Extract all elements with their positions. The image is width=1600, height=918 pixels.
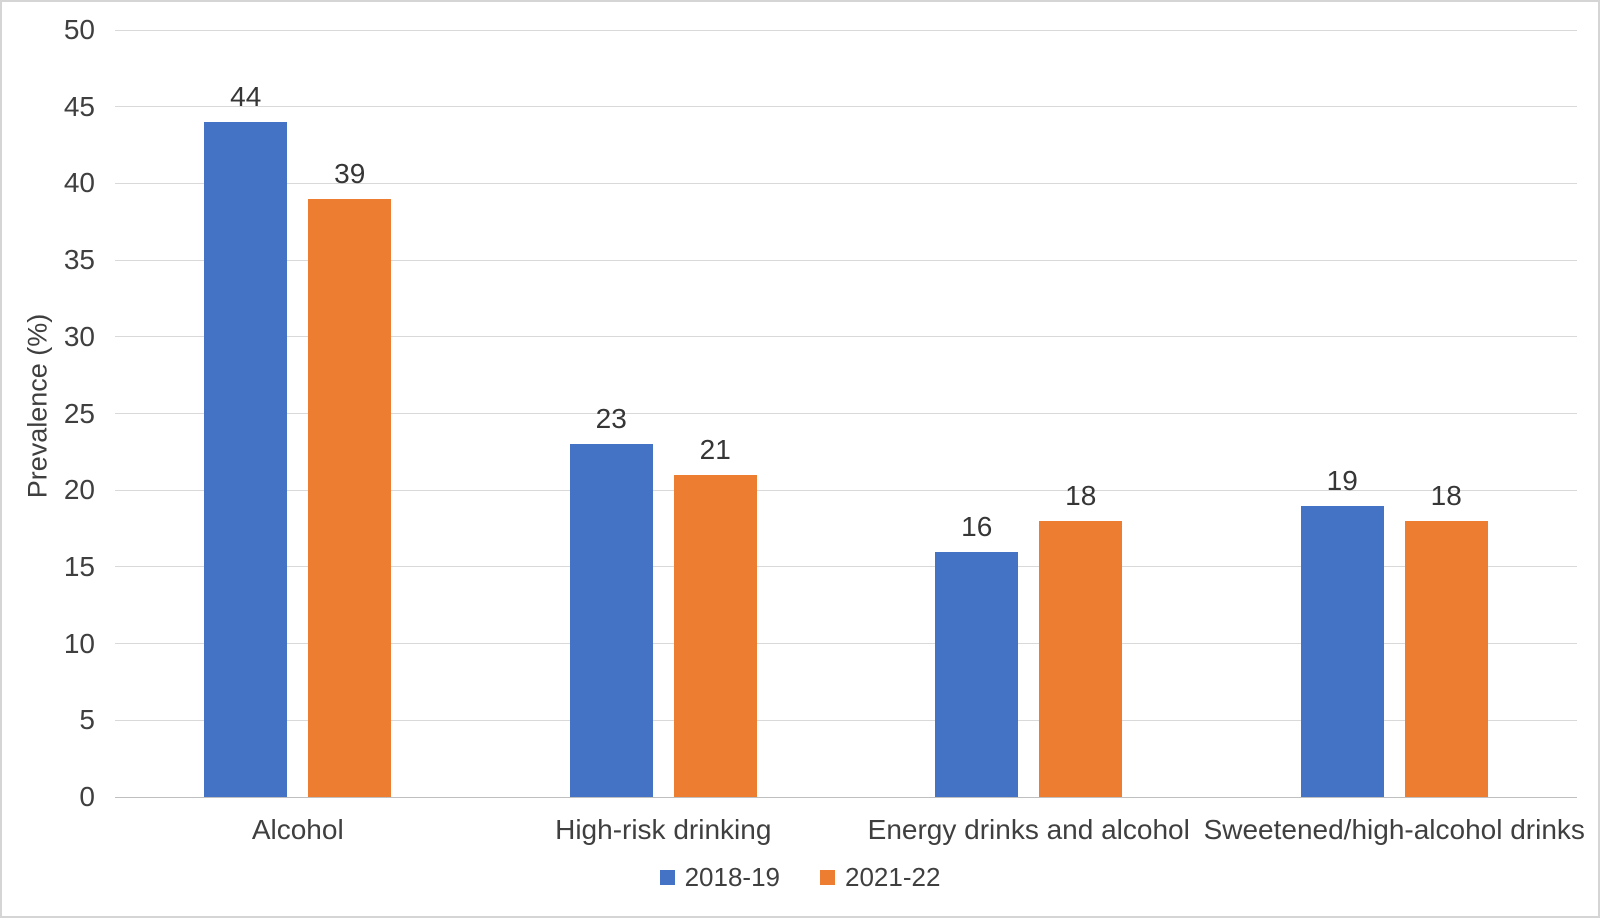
bar-2018-19-3	[1300, 505, 1384, 797]
legend-label: 2018-19	[684, 862, 780, 892]
y-tick-label: 5	[79, 704, 95, 736]
y-tick-label: 20	[63, 474, 95, 506]
y-tick-label: 10	[63, 627, 95, 659]
x-category-label: High-risk drinking	[555, 814, 772, 845]
legend-item: 2021-22	[820, 862, 940, 893]
bar-2021-22-1	[673, 474, 757, 797]
y-tick-label: 15	[63, 550, 95, 582]
gridline	[115, 106, 1577, 108]
legend-swatch-icon	[820, 870, 835, 885]
bar-2018-19-2	[935, 551, 1019, 797]
data-label: 16	[961, 510, 993, 542]
data-label: 18	[1430, 479, 1462, 511]
data-label: 18	[1065, 479, 1097, 511]
x-axis-line	[115, 796, 1577, 798]
data-label: 21	[699, 433, 731, 465]
y-tick-label: 45	[63, 90, 95, 122]
bar-2021-22-0	[308, 198, 392, 797]
data-label: 19	[1326, 464, 1358, 496]
gridline	[115, 413, 1577, 414]
data-label: 23	[595, 403, 627, 435]
bar-2021-22-3	[1404, 520, 1488, 797]
y-tick-label: 25	[63, 397, 95, 429]
y-tick-label: 35	[63, 244, 95, 276]
y-tick-label: 0	[79, 781, 95, 812]
gridline	[115, 566, 1577, 568]
bar-2018-19-1	[569, 444, 653, 797]
data-label: 44	[230, 81, 262, 113]
legend-label: 2021-22	[845, 862, 941, 892]
data-label: 39	[334, 157, 366, 189]
legend-swatch-icon	[659, 870, 675, 885]
gridline	[115, 719, 1577, 721]
x-category-label: Energy drinks and alcohol	[867, 814, 1190, 845]
gridline	[115, 29, 1577, 31]
y-tick-label: 30	[63, 320, 95, 352]
gridline	[115, 643, 1577, 645]
legend-item: 2018-19	[659, 862, 780, 893]
gridline	[115, 259, 1577, 261]
gridline	[115, 489, 1577, 491]
bar-2021-22-2	[1039, 520, 1123, 797]
y-tick-label: 50	[63, 14, 95, 45]
y-tick-label: 40	[63, 167, 95, 199]
gridline	[115, 182, 1577, 184]
x-category-label: Alcohol	[251, 814, 344, 845]
bar-2018-19-0	[204, 122, 288, 797]
x-category-label: Sweetened/high-alcohol drinks	[1203, 814, 1585, 845]
legend: 2018-19 2021-22	[2, 862, 1598, 893]
gridline	[115, 336, 1577, 338]
